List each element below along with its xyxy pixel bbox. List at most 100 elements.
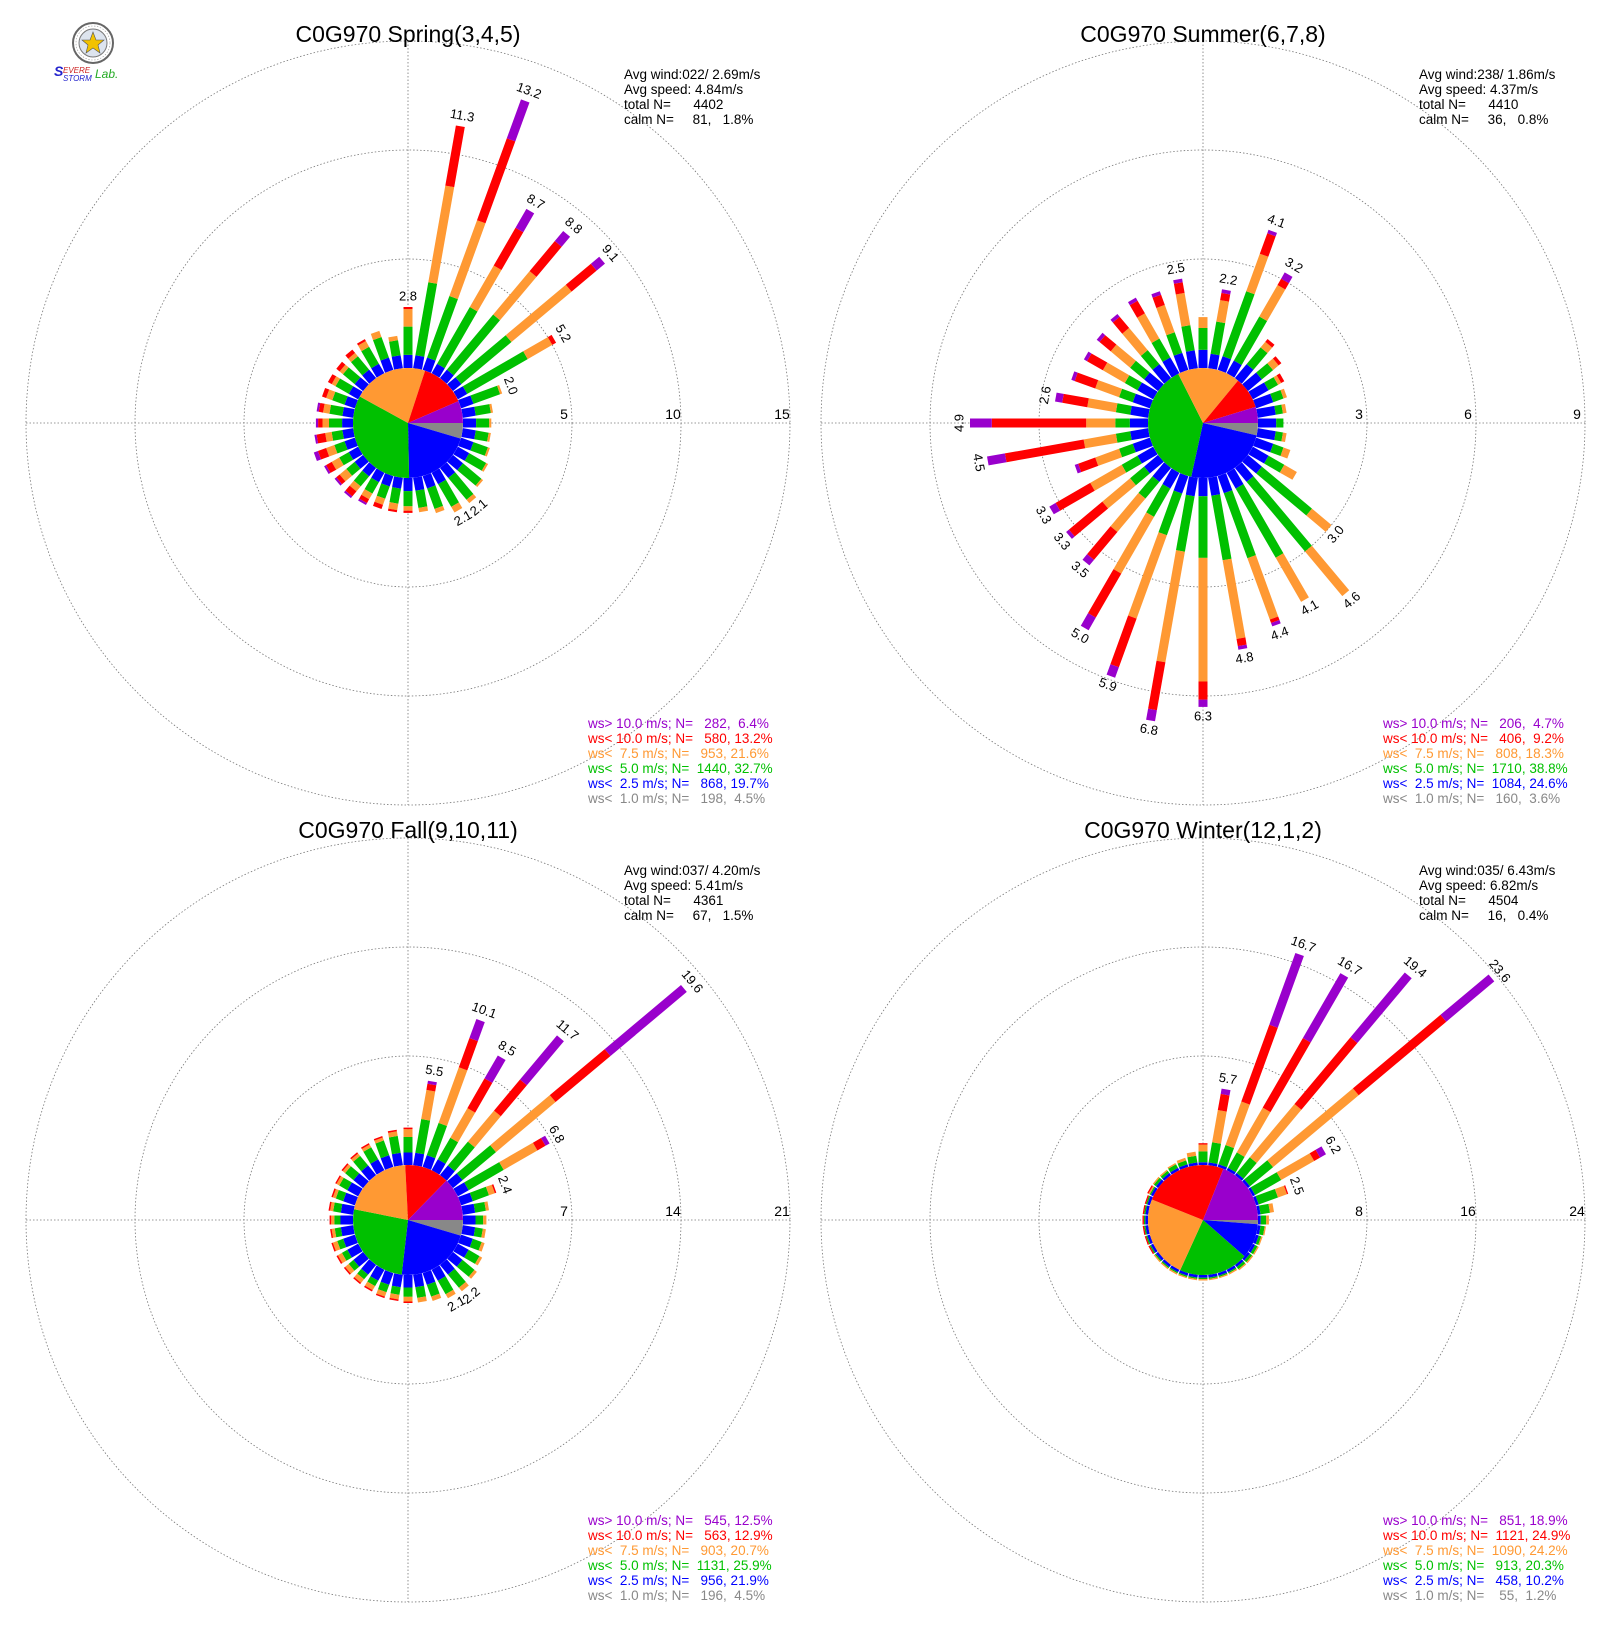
pie-slice	[408, 423, 463, 439]
bar-segment	[1179, 1164, 1189, 1170]
bar-segment	[1128, 532, 1167, 619]
bar-segment	[1179, 1270, 1189, 1276]
bar-segment	[462, 351, 528, 394]
bar-segment	[1218, 1145, 1234, 1168]
bar-segment	[344, 437, 358, 450]
bar-segment	[461, 1203, 476, 1215]
bar-segment	[334, 477, 342, 486]
bar-segment	[1147, 1185, 1153, 1194]
bar-segment	[341, 1249, 352, 1261]
bar-segment	[447, 1251, 463, 1267]
legend-entry: ws< 2.5 m/s; N= 458, 10.2%	[1382, 1573, 1564, 1588]
bar-segment	[342, 1164, 351, 1174]
bar-segment	[323, 403, 331, 414]
bar-segment	[1142, 1205, 1146, 1215]
bar-segment	[1115, 431, 1132, 443]
bar-segment	[1281, 404, 1287, 414]
bar-segment	[1267, 358, 1279, 371]
bar-segment	[1244, 1160, 1274, 1187]
bar-segment	[347, 1182, 363, 1197]
bar-segment	[439, 1165, 455, 1181]
bar-segment	[340, 1225, 355, 1237]
bar-segment	[1242, 454, 1262, 474]
bar-segment	[970, 418, 992, 428]
bar-segment	[336, 1176, 344, 1186]
bar-segment	[475, 1215, 484, 1225]
bar-segment	[1198, 1143, 1208, 1145]
bar-segment	[403, 354, 413, 368]
bar-segment	[1210, 321, 1226, 356]
bar-segment	[1253, 1196, 1259, 1206]
bar-segment	[422, 1155, 436, 1170]
bar-segment	[370, 1159, 385, 1175]
bar-segment	[353, 1251, 369, 1267]
bar-segment	[388, 1131, 398, 1138]
bar-segment	[1140, 350, 1160, 370]
bar-segment	[1198, 1279, 1208, 1281]
bar-segment	[328, 1201, 332, 1211]
bar-segment	[463, 1215, 476, 1225]
bar-segment	[373, 501, 383, 509]
bar-segment	[1277, 278, 1289, 290]
bar-segment	[403, 1301, 413, 1303]
legend-entry: ws< 7.5 m/s; N= 903, 20.7%	[587, 1543, 769, 1558]
legend-entry: ws< 2.5 m/s; N= 956, 21.9%	[587, 1573, 769, 1588]
bar-segment	[991, 418, 1087, 428]
bar-segment	[1186, 1151, 1197, 1158]
bar-segment	[325, 431, 334, 442]
bar-segment	[415, 282, 438, 357]
bar-segment	[1256, 428, 1276, 441]
windrose-panel: 5 10 152.811.313.28.78.89.15.22.02.12.1C0G…	[25, 21, 791, 806]
bar-segment	[1263, 1226, 1266, 1236]
bar-segment	[1149, 1245, 1156, 1254]
bar-segment	[1175, 292, 1191, 327]
bar-segment	[1309, 1149, 1321, 1161]
bar-segment	[326, 389, 336, 401]
bar-segment	[1150, 1243, 1158, 1253]
bar-segment	[361, 346, 379, 369]
bar-segment	[469, 1238, 482, 1251]
bar-segment	[331, 376, 340, 387]
bar-segment	[1315, 1146, 1326, 1158]
bar-segment	[1253, 393, 1274, 409]
chart-title: C0G970 Summer(6,7,8)	[1080, 21, 1325, 47]
bar-segment	[523, 337, 553, 360]
bar-segment	[484, 1201, 489, 1211]
bar-label: 6.8	[546, 1122, 568, 1145]
bar-segment	[473, 1227, 483, 1238]
bar-segment	[403, 1129, 413, 1137]
bar-segment	[1110, 314, 1120, 323]
bar-segment	[1253, 437, 1274, 453]
bar-segment	[467, 1078, 493, 1113]
bar-segment	[350, 1152, 359, 1160]
bar-segment	[1086, 418, 1116, 428]
stats-line: Avg speed: 5.41m/s	[624, 878, 743, 893]
bar-segment	[403, 1296, 413, 1302]
bar-segment	[1130, 405, 1150, 418]
bar-segment	[348, 386, 363, 400]
bar-segment	[1187, 1155, 1198, 1164]
bar-segment	[335, 378, 354, 394]
bar-segment	[331, 1215, 335, 1225]
svg-text:Lab.: Lab.	[95, 67, 118, 81]
bar-segment	[1258, 1215, 1261, 1225]
bar-segment	[1268, 1203, 1274, 1213]
bar-segment	[431, 468, 446, 485]
bar-segment	[332, 1189, 339, 1199]
bar-segment	[458, 1234, 473, 1248]
bar-label: 6.2	[1322, 1133, 1344, 1156]
bar-segment	[1274, 431, 1283, 442]
bar-segment	[438, 1067, 468, 1126]
bar-segment	[403, 510, 413, 513]
bar-segment	[1198, 496, 1208, 558]
bar-segment	[1267, 1088, 1359, 1168]
legend-entry: ws< 1.0 m/s; N= 160, 3.6%	[1382, 791, 1560, 806]
bar-segment	[375, 1140, 390, 1159]
bar-segment	[451, 502, 463, 513]
bar-segment	[1234, 1259, 1244, 1268]
legend-entry: ws< 7.5 m/s; N= 1090, 24.2%	[1382, 1543, 1568, 1558]
bar-segment	[437, 1276, 454, 1295]
bar-segment	[1121, 455, 1142, 473]
bar-segment	[1080, 613, 1096, 631]
